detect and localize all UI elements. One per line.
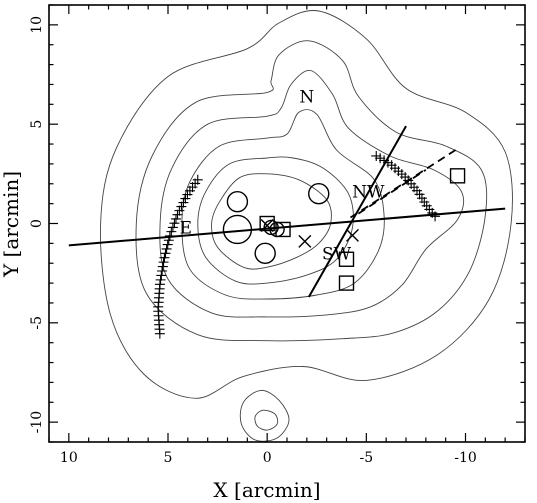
contour-level-2 (197, 156, 354, 285)
y-tick-label: -10 (29, 411, 45, 434)
plus-marker (167, 222, 178, 233)
plus-marker (166, 226, 177, 237)
contour-level-3 (181, 109, 385, 300)
y-tick-label: 0 (29, 219, 45, 228)
plus-marker (155, 274, 166, 285)
cross-marker (345, 228, 359, 242)
plus-marker (159, 252, 170, 263)
square-marker (449, 168, 466, 184)
plus-marker (379, 155, 390, 166)
plus-marker (164, 230, 175, 241)
plus-marker (172, 209, 183, 220)
circle-marker (222, 214, 253, 245)
dashed-line-2 (357, 169, 427, 215)
contour-level-6 (99, 10, 513, 399)
x-tick-label: -10 (454, 450, 477, 466)
plus-marker (182, 189, 193, 200)
x-tick-label: 10 (60, 450, 78, 466)
square-marker (338, 275, 355, 291)
plus-marker (169, 218, 180, 229)
x-axis-title: X [arcmin] (213, 478, 320, 502)
plus-marker (375, 153, 386, 164)
plus-marker (163, 235, 174, 246)
plus-marker (157, 261, 168, 272)
circle-marker (308, 183, 330, 205)
region-label-sw: SW (322, 244, 352, 264)
line-layer (68, 125, 506, 298)
plus-marker (180, 193, 191, 204)
plus-marker (162, 239, 173, 250)
contour-level-4 (159, 69, 465, 318)
contour-level-7 (239, 389, 290, 442)
y-tick-label: 10 (29, 16, 45, 34)
circle-marker (254, 242, 276, 264)
square-marker (259, 215, 275, 232)
plus-marker (156, 270, 167, 281)
region-label-e: E (180, 218, 192, 238)
region-label-layer: N NW SW E (180, 87, 385, 264)
square-marker (275, 221, 291, 238)
x-tick-label: 0 (263, 450, 272, 466)
plus-marker (178, 197, 189, 208)
plus-marker (174, 205, 185, 216)
plus-marker (170, 213, 181, 224)
x-tick-label: 5 (164, 450, 173, 466)
solid-line-2 (307, 125, 407, 298)
y-tick-label: -5 (29, 316, 45, 330)
plus-marker (157, 266, 168, 276)
dashed-line-1 (349, 149, 457, 219)
circle-marker (226, 190, 249, 213)
contour-level-5 (135, 40, 488, 342)
region-label-n: N (299, 87, 314, 107)
tick-layer: 10 5 0 -5 -10 10 5 0 -5 -10 (29, 4, 526, 466)
plus-marker (158, 257, 169, 268)
x-tick-label: -5 (360, 450, 374, 466)
region-label-nw: NW (352, 183, 385, 203)
y-tick-label: 5 (29, 120, 45, 129)
cross-marker (260, 218, 274, 232)
marker-layer (153, 150, 466, 339)
plus-marker (154, 328, 165, 339)
contour-level-8 (254, 409, 279, 431)
square-marker (338, 251, 355, 267)
cross-marker (298, 234, 312, 248)
plus-marker (430, 211, 441, 222)
solid-line-1 (68, 207, 506, 247)
y-axis-title: Y [arcmin] (0, 171, 23, 278)
plus-marker (176, 201, 187, 212)
plot-frame (48, 4, 526, 443)
plus-marker (161, 243, 172, 254)
plus-marker (371, 150, 382, 161)
circle-marker (263, 219, 279, 236)
plus-marker (160, 248, 171, 259)
